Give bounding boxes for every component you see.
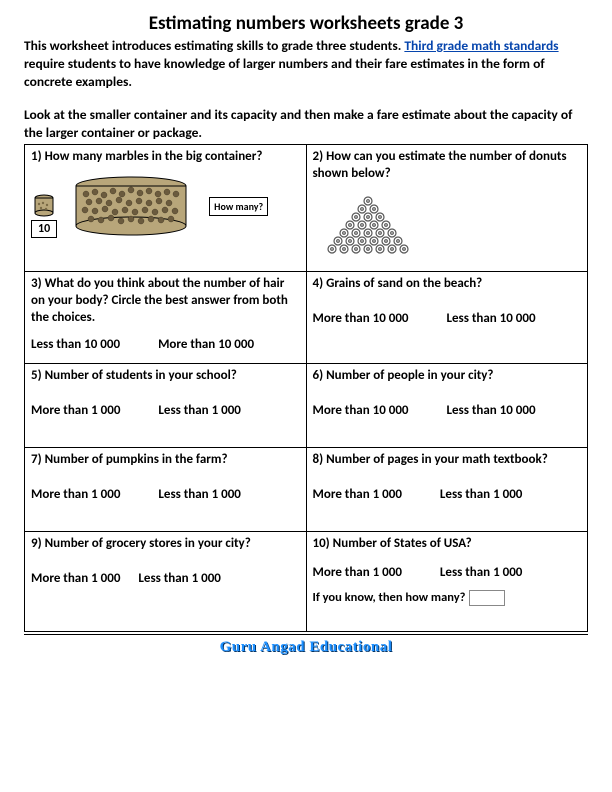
cell-q8: 8) Number of pages in your math textbook… [306,447,588,531]
q3-text: 3) What do you think about the number of… [31,276,300,327]
large-container-icon [71,176,191,238]
intro-after: require students to have knowledge of la… [24,55,545,90]
cell-q2: 2) How can you estimate the number of do… [306,145,588,272]
instructions: Look at the smaller container and its ca… [24,106,588,142]
q3-choice-a[interactable]: Less than 10 000 [31,337,120,352]
cell-q9: 9) Number of grocery stores in your city… [25,531,307,631]
cell-q10: 10) Number of States of USA? More than 1… [306,531,588,631]
cell-q1: 1) How many marbles in the big container… [25,145,307,272]
small-container-icon [33,194,55,218]
q5-choice-b[interactable]: Less than 1 000 [158,403,240,418]
q1-ten-label: 10 [31,220,57,238]
cell-q7: 7) Number of pumpkins in the farm? More … [25,447,307,531]
q10-text: 10) Number of States of USA? [313,536,582,553]
q6-text: 6) Number of people in your city? [313,368,582,385]
intro-paragraph: This worksheet introduces estimating ski… [24,37,588,92]
cell-q3: 3) What do you think about the number of… [25,271,307,363]
q4-text: 4) Grains of sand on the beach? [313,276,582,293]
intro-before: This worksheet introduces estimating ski… [24,37,404,54]
q10-extra-text: If you know, then how many? [313,590,466,605]
q8-choice-b[interactable]: Less than 1 000 [440,487,522,502]
bottom-rule [24,634,588,635]
footer-brand: Guru Angad Educational [24,639,588,656]
q10-choice-b[interactable]: Less than 1 000 [440,565,522,580]
cell-q5: 5) Number of students in your school? Mo… [25,363,307,447]
q6-choice-b[interactable]: Less than 10 000 [447,403,536,418]
cell-q4: 4) Grains of sand on the beach? More tha… [306,271,588,363]
q7-choice-a[interactable]: More than 1 000 [31,487,120,502]
q8-choice-a[interactable]: More than 1 000 [313,487,402,502]
donut-pile-icon [313,193,423,263]
worksheet-grid: 1) How many marbles in the big container… [24,144,588,632]
q4-choice-b[interactable]: Less than 10 000 [447,311,536,326]
q7-text: 7) Number of pumpkins in the farm? [31,452,300,469]
q10-choice-a[interactable]: More than 1 000 [313,565,402,580]
standards-link[interactable]: Third grade math standards [404,37,558,54]
q6-choice-a[interactable]: More than 10 000 [313,403,409,418]
q2-text: 2) How can you estimate the number of do… [313,149,582,183]
q3-choice-b[interactable]: More than 10 000 [158,337,254,352]
q4-choice-a[interactable]: More than 10 000 [313,311,409,326]
q7-choice-b[interactable]: Less than 1 000 [158,487,240,502]
page-title: Estimating numbers worksheets grade 3 [24,12,588,35]
q9-text: 9) Number of grocery stores in your city… [31,536,300,553]
q8-text: 8) Number of pages in your math textbook… [313,452,582,469]
q5-text: 5) Number of students in your school? [31,368,300,385]
q1-howmany-label: How many? [209,197,268,216]
q5-choice-a[interactable]: More than 1 000 [31,403,120,418]
q1-text: 1) How many marbles in the big container… [31,149,300,166]
q9-choice-b[interactable]: Less than 1 000 [138,571,220,586]
cell-q6: 6) Number of people in your city? More t… [306,363,588,447]
q10-answer-box[interactable] [469,590,505,606]
q9-choice-a[interactable]: More than 1 000 [31,571,120,586]
